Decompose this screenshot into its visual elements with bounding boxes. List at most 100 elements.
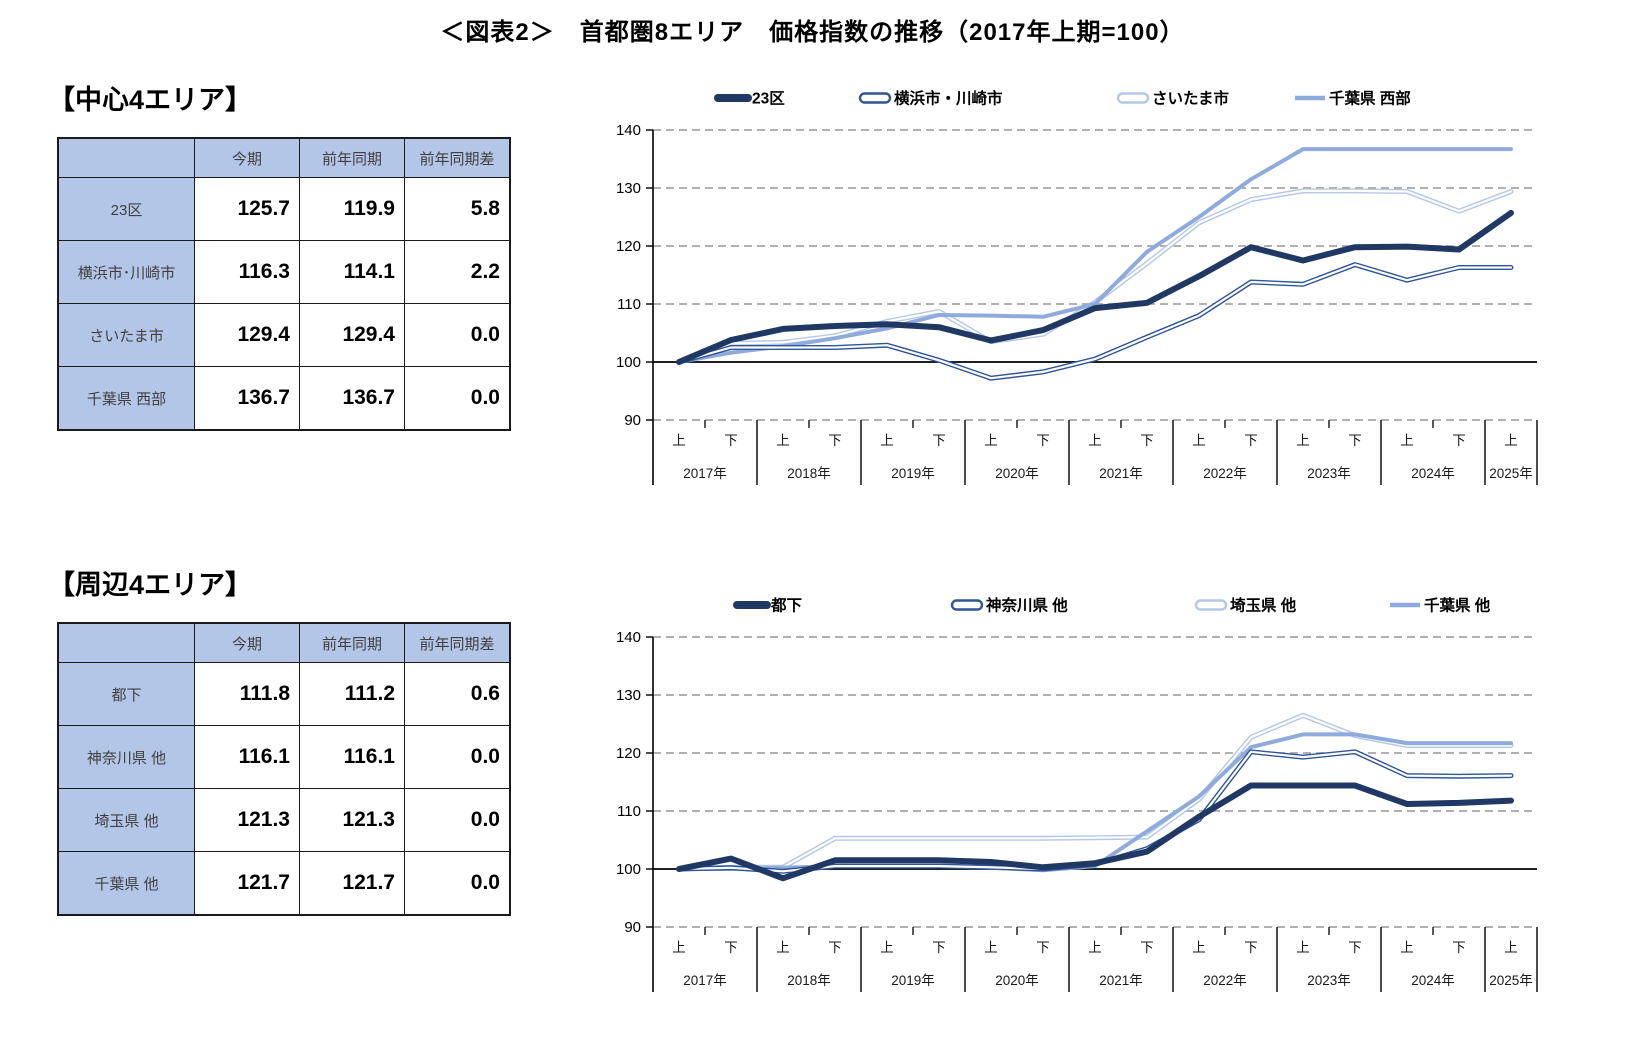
column-header: 前年同期差 [404, 137, 511, 178]
y-axis-label: 120 [616, 745, 641, 762]
year-label: 2019年 [891, 466, 935, 481]
series-stroke [677, 732, 1513, 873]
year-label: 2022年 [1203, 466, 1247, 481]
year-label: 2025年 [1489, 973, 1533, 988]
half-period-label: 下 [932, 433, 946, 448]
year-label: 2023年 [1307, 466, 1351, 481]
y-axis-label: 130 [616, 180, 641, 197]
yoy-diff-value: 0.6 [404, 662, 511, 726]
y-axis-label: 100 [616, 861, 641, 878]
prev-year-value: 116.1 [299, 725, 405, 789]
half-period-label: 上 [984, 433, 998, 448]
table-header-row: 今期 前年同期 前年同期差 [57, 137, 511, 178]
current-period-value: 121.7 [194, 851, 300, 916]
legend-label: 千葉県 西部 [1329, 89, 1411, 108]
y-axis-label: 90 [624, 919, 641, 936]
prev-year-value: 136.7 [299, 366, 405, 431]
y-axis-label: 130 [616, 687, 641, 704]
row-label: 都下 [57, 662, 195, 726]
series-stroke [676, 209, 1514, 365]
yoy-diff-value: 0.0 [404, 788, 511, 852]
year-label: 2024年 [1411, 973, 1455, 988]
half-period-label: 下 [1452, 433, 1466, 448]
column-header: 今期 [194, 137, 300, 178]
section-heading-central-areas: 【中心4エリア】 [48, 85, 253, 115]
legend-marker-double-line [858, 92, 892, 104]
year-label: 2020年 [995, 973, 1039, 988]
year-label: 2017年 [683, 466, 727, 481]
legend-item: 神奈川県 他 [950, 596, 1068, 615]
prev-year-value: 114.1 [299, 240, 405, 304]
legend-item: 千葉県 西部 [1295, 89, 1411, 108]
prev-year-value: 111.2 [299, 662, 405, 726]
year-label: 2018年 [787, 973, 831, 988]
half-period-label: 上 [1192, 940, 1206, 955]
year-label: 2021年 [1099, 466, 1143, 481]
legend-marker-double-line [1194, 599, 1228, 611]
surrounding-areas-table: 今期 前年同期 前年同期差 都下 111.8 111.2 0.6 神奈川県 他 116.1 116… [57, 622, 511, 916]
half-period-label: 上 [1088, 433, 1102, 448]
series-line-横浜市・川崎市 [676, 262, 1514, 381]
series-stroke [676, 782, 1514, 882]
yoy-diff-value: 0.0 [404, 851, 511, 916]
legend-item: 埼玉県 他 [1194, 596, 1297, 615]
legend-item: 23区 [714, 90, 785, 108]
yoy-diff-value: 0.0 [404, 366, 511, 431]
y-axis-label: 120 [616, 238, 641, 255]
half-period-label: 上 [1296, 433, 1310, 448]
page-title: ＜図表2＞ 首都圏8エリア 価格指数の推移（2017年上期=100） [440, 19, 1185, 46]
table-row: 神奈川県 他 116.1 116.1 0.0 [57, 725, 511, 789]
legend-item: 千葉県 他 [1390, 596, 1491, 615]
half-period-label: 上 [880, 940, 894, 955]
column-header: 前年同期 [299, 137, 405, 178]
half-period-label: 上 [1504, 433, 1518, 448]
table-corner-cell [57, 137, 195, 178]
legend-label: 都下 [770, 596, 802, 615]
table-header-row: 今期 前年同期 前年同期差 [57, 622, 511, 663]
yoy-diff-value: 0.0 [404, 303, 511, 367]
half-period-label: 下 [932, 940, 946, 955]
series-line-千葉県 他 [677, 732, 1513, 873]
prev-year-value: 121.7 [299, 851, 405, 916]
table-row: 千葉県 西部 136.7 136.7 0.0 [57, 366, 511, 431]
half-period-label: 下 [1348, 433, 1362, 448]
surrounding-areas-line-chart: 140 130 120 110 100 90 上 下 2017年 上 下 2018年 上 下 2019年 上 下… [616, 596, 1538, 992]
yoy-diff-value: 0.0 [404, 725, 511, 789]
series-stroke [677, 147, 1513, 364]
y-axis-label: 110 [617, 296, 641, 313]
row-label: 神奈川県 他 [57, 725, 195, 789]
year-label: 2021年 [1099, 973, 1143, 988]
half-period-label: 上 [984, 940, 998, 955]
current-period-value: 136.7 [194, 366, 300, 431]
half-period-label: 下 [828, 940, 842, 955]
legend-item: さいたま市 [1116, 89, 1230, 108]
year-label: 2017年 [683, 973, 727, 988]
series-line-千葉県 西部 [677, 147, 1513, 364]
half-period-label: 上 [1088, 940, 1102, 955]
year-label: 2020年 [995, 466, 1039, 481]
half-period-label: 下 [828, 433, 842, 448]
table-corner-cell [57, 622, 195, 663]
half-period-label: 下 [1140, 940, 1154, 955]
current-period-value: 116.1 [194, 725, 300, 789]
year-label: 2022年 [1203, 973, 1247, 988]
table-row: 23区 125.7 119.9 5.8 [57, 177, 511, 241]
half-period-label: 上 [1400, 433, 1414, 448]
row-label: 千葉県 西部 [57, 366, 195, 431]
year-label: 2025年 [1489, 466, 1533, 481]
legend-item: 都下 [733, 596, 802, 615]
y-axis-label: 90 [624, 412, 641, 429]
row-label: 千葉県 他 [57, 851, 195, 916]
row-label: 23区 [57, 177, 195, 241]
table-row: 千葉県 他 121.7 121.7 0.0 [57, 851, 511, 916]
half-period-label: 下 [724, 433, 738, 448]
half-period-label: 上 [1296, 940, 1310, 955]
half-period-label: 下 [1348, 940, 1362, 955]
half-period-label: 上 [672, 940, 686, 955]
y-axis-label: 100 [616, 354, 641, 371]
half-period-label: 上 [776, 433, 790, 448]
central-areas-line-chart: 140 130 120 110 100 90 上 下 2017年 上 下 2018年 上 下 2019年 上 下… [616, 89, 1538, 485]
section-heading-surrounding-areas: 【周辺4エリア】 [48, 570, 253, 600]
column-header: 前年同期 [299, 622, 405, 663]
